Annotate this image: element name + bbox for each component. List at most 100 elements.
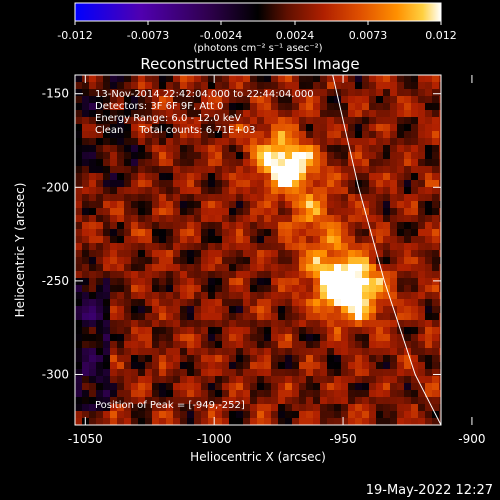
heatmap-cell	[180, 82, 188, 90]
heatmap-cell	[320, 173, 328, 181]
heatmap-cell	[110, 404, 118, 412]
heatmap-cell	[215, 390, 223, 398]
heatmap-cell	[257, 82, 265, 90]
heatmap-cell	[376, 229, 384, 237]
heatmap-cell	[75, 103, 83, 111]
heatmap-cell	[299, 103, 307, 111]
heatmap-cell	[194, 124, 202, 132]
heatmap-cell	[355, 173, 363, 181]
heatmap-cell	[341, 299, 349, 307]
heatmap-cell	[383, 103, 391, 111]
heatmap-cell	[376, 201, 384, 209]
heatmap-cell	[96, 173, 104, 181]
heatmap-cell	[152, 138, 160, 146]
heatmap-cell	[439, 75, 441, 83]
heatmap-cell	[341, 236, 349, 244]
heatmap-cell	[334, 278, 342, 286]
heatmap-cell	[243, 376, 251, 384]
heatmap-cell	[103, 257, 111, 265]
heatmap-cell	[313, 243, 321, 251]
heatmap-cell	[369, 369, 377, 377]
heatmap-cell	[159, 229, 167, 237]
heatmap-cell	[355, 271, 363, 279]
heatmap-cell	[404, 383, 412, 391]
heatmap-cell	[173, 250, 181, 258]
heatmap-cell	[152, 257, 160, 265]
heatmap-cell	[320, 166, 328, 174]
heatmap-cell	[411, 96, 419, 104]
heatmap-cell	[229, 313, 237, 321]
heatmap-cell	[131, 201, 139, 209]
heatmap-cell	[75, 180, 83, 188]
heatmap-cell	[166, 397, 174, 405]
heatmap-cell	[271, 355, 279, 363]
heatmap-cell	[257, 411, 265, 419]
heatmap-cell	[397, 292, 405, 300]
heatmap-cell	[215, 320, 223, 328]
heatmap-cell	[215, 201, 223, 209]
heatmap-cell	[131, 194, 139, 202]
heatmap-cell	[236, 362, 244, 370]
heatmap-cell	[411, 362, 419, 370]
heatmap-cell	[166, 82, 174, 90]
heatmap-cell	[362, 299, 370, 307]
heatmap-cell	[159, 124, 167, 132]
heatmap-cell	[166, 334, 174, 342]
heatmap-cell	[208, 124, 216, 132]
heatmap-cell	[425, 236, 433, 244]
heatmap-cell	[117, 327, 125, 335]
heatmap-cell	[96, 299, 104, 307]
heatmap-cell	[138, 369, 146, 377]
heatmap-cell	[194, 278, 202, 286]
heatmap-cell	[271, 390, 279, 398]
heatmap-cell	[180, 166, 188, 174]
heatmap-cell	[201, 229, 209, 237]
heatmap-cell	[397, 236, 405, 244]
heatmap-cell	[439, 264, 441, 272]
heatmap-cell	[173, 152, 181, 160]
heatmap-cell	[145, 145, 153, 153]
heatmap-cell	[390, 89, 398, 97]
heatmap-cell	[369, 89, 377, 97]
heatmap-cell	[439, 131, 441, 139]
heatmap-cell	[306, 236, 314, 244]
heatmap-cell	[320, 285, 328, 293]
heatmap-cell	[362, 82, 370, 90]
heatmap-cell	[124, 243, 132, 251]
heatmap-cell	[89, 89, 97, 97]
heatmap-cell	[334, 404, 342, 412]
heatmap-cell	[103, 299, 111, 307]
heatmap-cell	[96, 222, 104, 230]
heatmap-cell	[208, 117, 216, 125]
heatmap-cell	[390, 229, 398, 237]
heatmap-cell	[355, 201, 363, 209]
heatmap-image	[75, 75, 441, 425]
heatmap-cell	[166, 152, 174, 160]
heatmap-cell	[362, 397, 370, 405]
heatmap-cell	[334, 355, 342, 363]
heatmap-cell	[152, 152, 160, 160]
heatmap-cell	[96, 383, 104, 391]
heatmap-cell	[138, 306, 146, 314]
heatmap-cell	[411, 334, 419, 342]
y-tick-label: -200	[42, 180, 69, 194]
heatmap-cell	[75, 124, 83, 132]
heatmap-cell	[390, 292, 398, 300]
heatmap-cell	[152, 348, 160, 356]
heatmap-cell	[292, 257, 300, 265]
heatmap-cell	[117, 264, 125, 272]
heatmap-cell	[243, 117, 251, 125]
heatmap-cell	[306, 187, 314, 195]
heatmap-cell	[432, 75, 440, 83]
heatmap-cell	[229, 285, 237, 293]
heatmap-cell	[201, 215, 209, 223]
heatmap-cell	[201, 166, 209, 174]
heatmap-cell	[285, 327, 293, 335]
heatmap-cell	[110, 390, 118, 398]
heatmap-cell	[285, 278, 293, 286]
heatmap-cell	[376, 411, 384, 419]
heatmap-cell	[327, 341, 335, 349]
heatmap-cell	[89, 173, 97, 181]
heatmap-cell	[439, 334, 441, 342]
